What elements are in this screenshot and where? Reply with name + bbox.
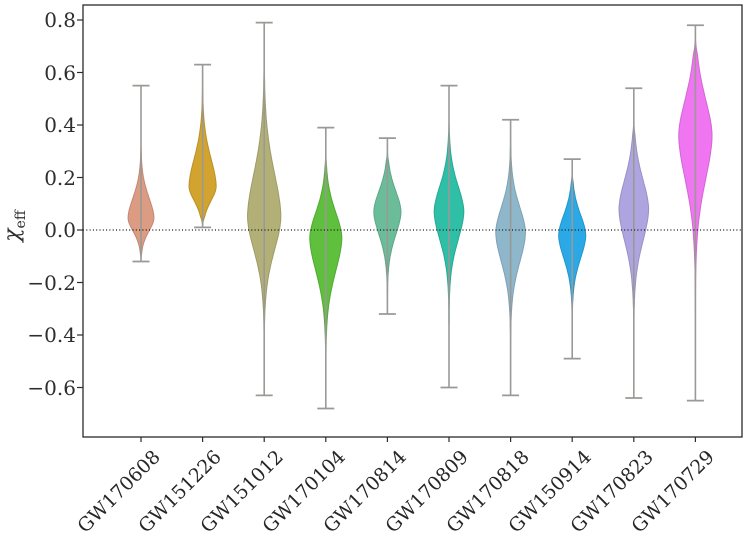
y-tick-label: 0.2 [44,165,76,190]
y-axis-label-subscript: eff [13,210,30,229]
y-tick-label: −0.2 [27,270,76,295]
y-tick-label: −0.4 [27,323,76,347]
y-tick-label: 0.8 [44,8,76,32]
y-tick-label: 0.4 [44,113,76,137]
y-axis-label-symbol: χ [0,228,25,242]
y-axis-label: χeff [0,186,30,266]
plot-frame [82,4,743,438]
y-tick-label: 0.0 [44,218,76,242]
y-tick-label: −0.6 [27,375,76,400]
y-tick-label: 0.6 [44,60,76,85]
